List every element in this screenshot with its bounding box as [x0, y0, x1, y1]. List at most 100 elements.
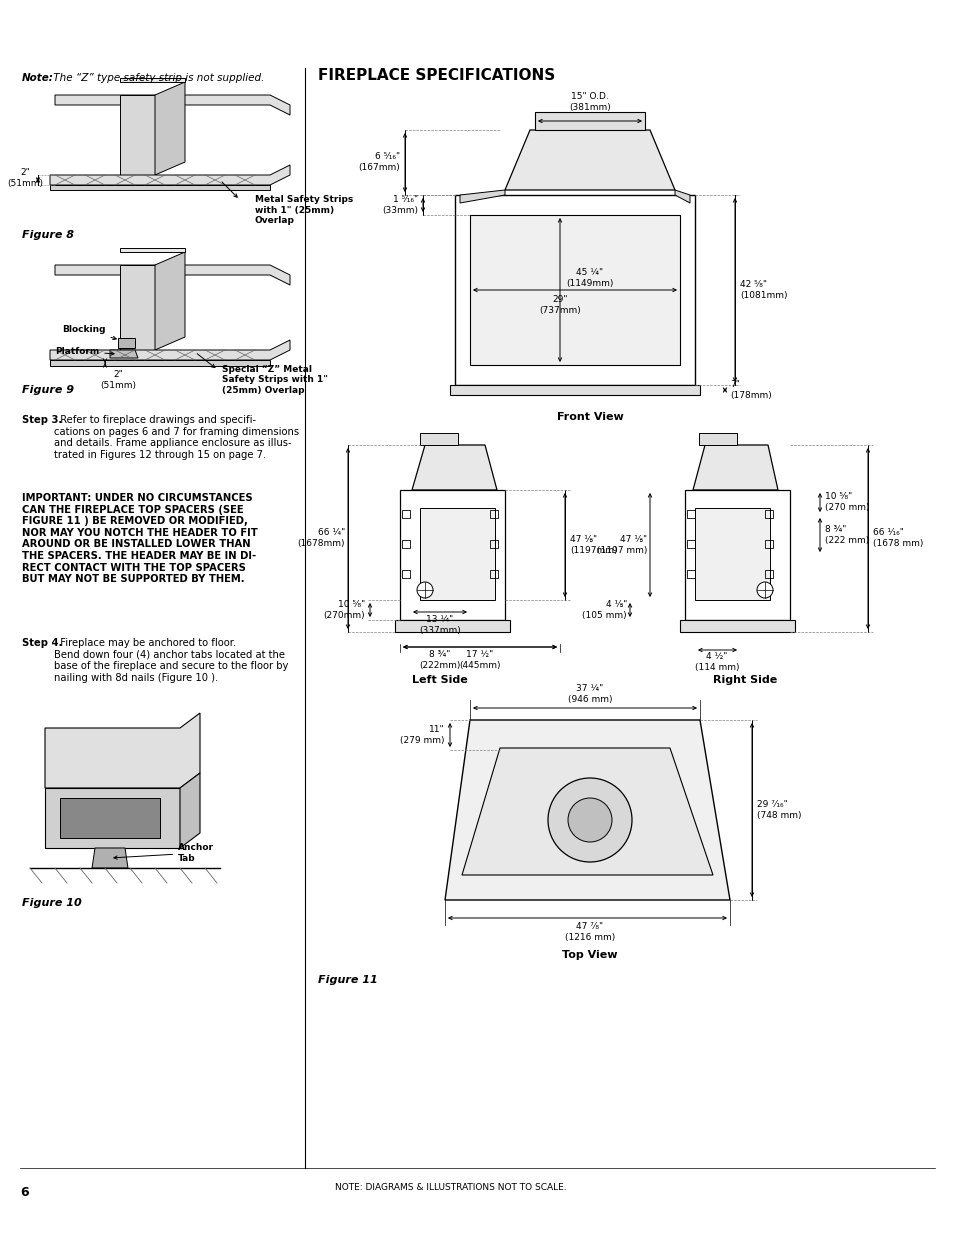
Circle shape	[547, 778, 631, 862]
Text: 1 ⁵⁄₁₆"
(33mm): 1 ⁵⁄₁₆" (33mm)	[381, 195, 417, 215]
Bar	[490, 510, 497, 517]
Polygon shape	[50, 359, 270, 366]
Polygon shape	[444, 720, 729, 900]
Text: Special “Z” Metal
Safety Strips with 1"
(25mm) Overlap: Special “Z” Metal Safety Strips with 1" …	[222, 366, 328, 395]
Polygon shape	[692, 445, 778, 490]
Bar	[684, 490, 789, 620]
Text: FIREPLACE SPECIFICATIONS: FIREPLACE SPECIFICATIONS	[317, 68, 555, 83]
Bar	[401, 571, 410, 578]
Text: Platform: Platform	[55, 347, 114, 356]
Text: Figure 10: Figure 10	[22, 898, 82, 908]
Text: 17 ½"
(445mm): 17 ½" (445mm)	[458, 651, 500, 669]
Text: 47 ⅛"
(1197 mm): 47 ⅛" (1197 mm)	[596, 535, 646, 555]
Polygon shape	[504, 130, 675, 190]
Polygon shape	[120, 266, 154, 350]
Polygon shape	[412, 445, 497, 490]
Text: 6 ⁵⁄₁₆"
(167mm): 6 ⁵⁄₁₆" (167mm)	[358, 152, 399, 172]
Text: Step 3.: Step 3.	[22, 415, 62, 425]
Bar	[686, 540, 695, 548]
Text: Note:: Note:	[22, 73, 53, 83]
Text: 7"
(178mm): 7" (178mm)	[729, 380, 771, 400]
Text: 8 ¾"
(222mm): 8 ¾" (222mm)	[419, 651, 460, 669]
Text: 66 ¹⁄₁₆"
(1678 mm): 66 ¹⁄₁₆" (1678 mm)	[872, 529, 923, 547]
Bar	[419, 508, 495, 600]
Text: 2"
(51mm): 2" (51mm)	[7, 168, 43, 188]
Text: 13 ¼"
(337mm): 13 ¼" (337mm)	[418, 615, 460, 635]
Text: 15" O.D.
(381mm): 15" O.D. (381mm)	[569, 93, 610, 111]
Text: Right Side: Right Side	[712, 676, 777, 685]
Polygon shape	[118, 338, 135, 348]
Text: 42 ⁵⁄₈"
(1081mm): 42 ⁵⁄₈" (1081mm)	[740, 280, 786, 300]
Bar	[764, 510, 772, 517]
Text: Left Side: Left Side	[412, 676, 467, 685]
Text: The “Z” type safety strip is not supplied.: The “Z” type safety strip is not supplie…	[50, 73, 264, 83]
Polygon shape	[154, 252, 185, 350]
Polygon shape	[50, 340, 290, 359]
Text: 29 ⁷⁄₁₆"
(748 mm): 29 ⁷⁄₁₆" (748 mm)	[757, 800, 801, 820]
Polygon shape	[91, 848, 128, 868]
Text: Top View: Top View	[561, 950, 618, 960]
Bar	[699, 433, 737, 445]
Polygon shape	[55, 266, 290, 285]
Polygon shape	[120, 248, 185, 252]
Text: 6: 6	[20, 1186, 29, 1198]
Bar	[455, 195, 695, 385]
Circle shape	[757, 582, 772, 598]
Circle shape	[416, 582, 433, 598]
Text: IMPORTANT: UNDER NO CIRCUMSTANCES
CAN THE FIREPLACE TOP SPACERS (SEE
FIGURE 11 ): IMPORTANT: UNDER NO CIRCUMSTANCES CAN TH…	[22, 493, 257, 584]
Polygon shape	[50, 165, 290, 185]
Text: Fireplace may be anchored to floor.
Bend down four (4) anchor tabs located at th: Fireplace may be anchored to floor. Bend…	[54, 638, 288, 683]
Bar	[490, 571, 497, 578]
Polygon shape	[110, 350, 138, 358]
Text: Metal Safety Strips
with 1" (25mm)
Overlap: Metal Safety Strips with 1" (25mm) Overl…	[254, 195, 353, 225]
Bar	[764, 571, 772, 578]
Polygon shape	[120, 95, 154, 175]
Text: Figure 9: Figure 9	[22, 385, 74, 395]
Bar	[695, 508, 769, 600]
Text: 29"
(737mm): 29" (737mm)	[538, 295, 580, 315]
Text: 2"
(51mm): 2" (51mm)	[100, 370, 136, 390]
Bar	[401, 510, 410, 517]
Polygon shape	[45, 788, 180, 848]
Text: 10 ⁵⁄₈"
(270mm): 10 ⁵⁄₈" (270mm)	[323, 600, 365, 620]
Polygon shape	[154, 82, 185, 175]
Polygon shape	[180, 773, 200, 848]
Bar	[679, 620, 794, 632]
Text: NOTE: DIAGRAMS & ILLUSTRATIONS NOT TO SCALE.: NOTE: DIAGRAMS & ILLUSTRATIONS NOT TO SC…	[335, 1183, 566, 1193]
Polygon shape	[675, 190, 689, 203]
Polygon shape	[50, 185, 270, 190]
Text: Anchor
Tab: Anchor Tab	[113, 844, 213, 863]
Text: 47 ⁷⁄₈"
(1216 mm): 47 ⁷⁄₈" (1216 mm)	[564, 923, 615, 942]
Bar	[60, 798, 160, 839]
Text: Figure 8: Figure 8	[22, 230, 74, 240]
Polygon shape	[459, 190, 504, 203]
Bar	[686, 510, 695, 517]
Polygon shape	[120, 78, 185, 82]
Text: Figure 11: Figure 11	[317, 974, 377, 986]
Text: Step 4.: Step 4.	[22, 638, 63, 648]
Bar	[450, 385, 700, 395]
Bar	[764, 540, 772, 548]
Text: Front View: Front View	[556, 412, 622, 422]
Text: 10 ⁵⁄₈"
(270 mm): 10 ⁵⁄₈" (270 mm)	[824, 493, 868, 511]
Polygon shape	[45, 713, 200, 788]
Bar	[470, 215, 679, 366]
Circle shape	[567, 798, 612, 842]
Bar	[401, 540, 410, 548]
Text: 37 ¼"
(946 mm): 37 ¼" (946 mm)	[567, 684, 612, 704]
Text: 47 ⅛"
(1197mm): 47 ⅛" (1197mm)	[569, 535, 617, 555]
Text: Blocking: Blocking	[62, 325, 116, 340]
Polygon shape	[55, 95, 290, 115]
Bar	[686, 571, 695, 578]
Text: 45 ¼"
(1149mm): 45 ¼" (1149mm)	[566, 268, 613, 288]
Bar	[535, 112, 644, 130]
Text: 66 ¹⁄₄"
(1678mm): 66 ¹⁄₄" (1678mm)	[297, 529, 345, 547]
Text: 8 ¾"
(222 mm): 8 ¾" (222 mm)	[824, 525, 868, 545]
Text: 4 ⅛"
(105 mm): 4 ⅛" (105 mm)	[581, 600, 626, 620]
Text: Refer to fireplace drawings and specifi-
cations on pages 6 and 7 for framing di: Refer to fireplace drawings and specifi-…	[54, 415, 299, 459]
Bar	[399, 490, 504, 620]
Text: 11"
(279 mm): 11" (279 mm)	[400, 725, 444, 745]
Bar	[490, 540, 497, 548]
Bar	[419, 433, 457, 445]
Polygon shape	[461, 748, 712, 876]
